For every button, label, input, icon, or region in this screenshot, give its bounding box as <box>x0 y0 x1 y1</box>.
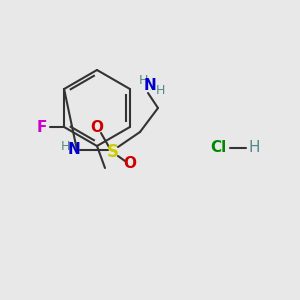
Text: H: H <box>60 140 70 152</box>
Text: N: N <box>144 79 156 94</box>
Text: O: O <box>91 121 103 136</box>
Text: O: O <box>124 157 136 172</box>
Text: F: F <box>37 119 47 134</box>
Text: H: H <box>155 83 165 97</box>
Text: Cl: Cl <box>210 140 226 155</box>
Text: S: S <box>107 143 119 161</box>
Text: H: H <box>138 74 148 86</box>
Text: N: N <box>68 142 80 158</box>
Text: H: H <box>248 140 260 155</box>
